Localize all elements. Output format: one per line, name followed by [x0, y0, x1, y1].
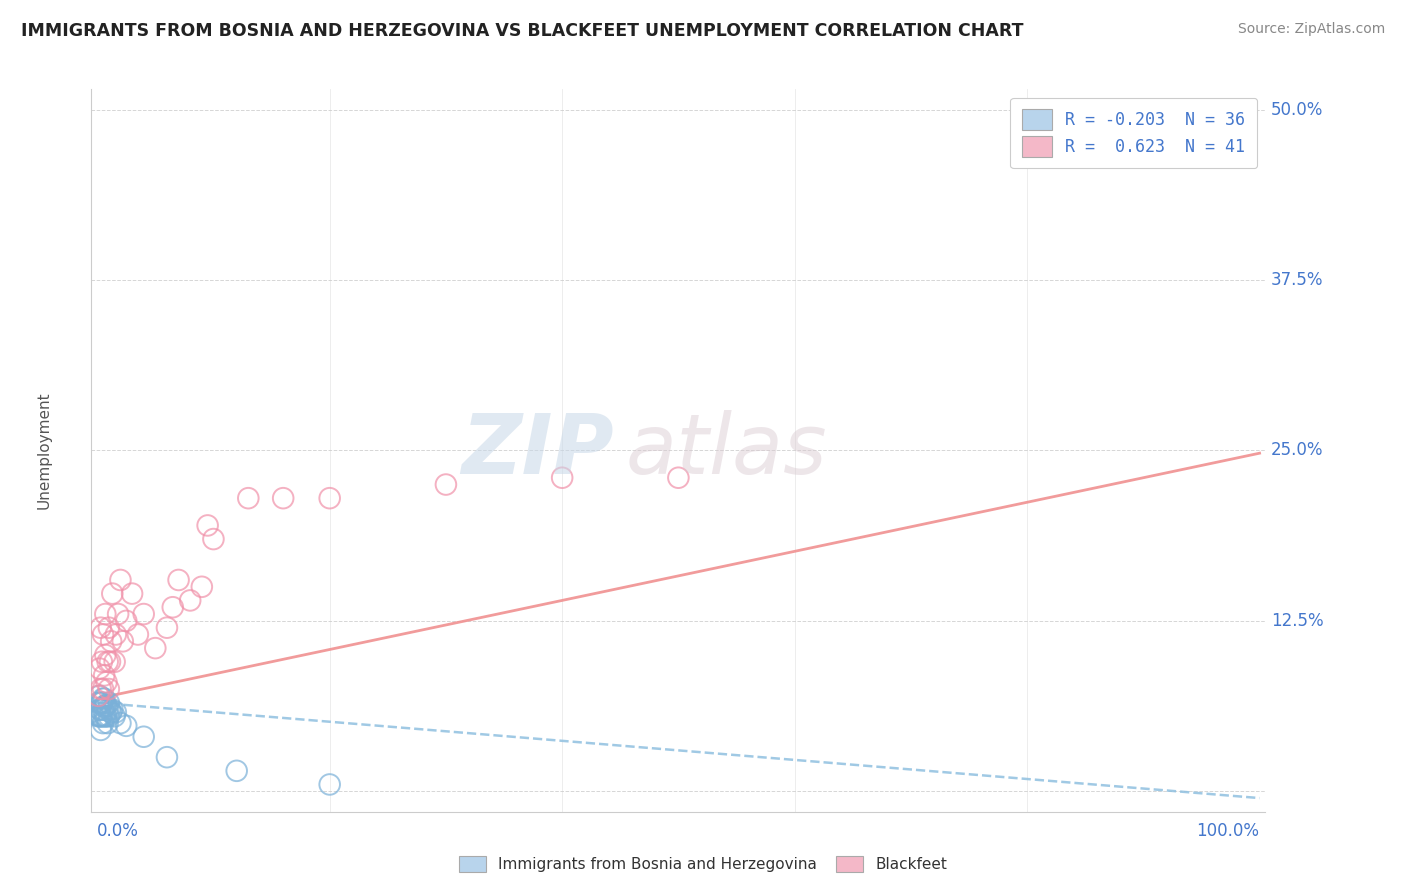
Point: [93, 668, 115, 682]
Point: [111, 634, 134, 648]
Point: [90, 702, 112, 716]
Text: Source: ZipAtlas.com: Source: ZipAtlas.com: [1237, 22, 1385, 37]
Text: 37.5%: 37.5%: [1271, 271, 1323, 289]
Point: [104, 705, 127, 719]
Point: [89, 702, 111, 716]
Point: [143, 641, 166, 656]
Point: [107, 607, 129, 621]
Point: [115, 719, 138, 733]
Point: [93, 709, 115, 723]
Point: [104, 627, 127, 641]
Point: [127, 627, 149, 641]
Text: IMMIGRANTS FROM BOSNIA AND HERZEGOVINA VS BLACKFEET UNEMPLOYMENT CORRELATION CHA: IMMIGRANTS FROM BOSNIA AND HERZEGOVINA V…: [21, 22, 1024, 40]
Point: [97, 655, 120, 669]
Point: [100, 705, 122, 719]
Point: [87, 696, 110, 710]
Point: [156, 621, 179, 635]
Point: [97, 709, 120, 723]
Point: [318, 777, 340, 791]
Point: [87, 709, 110, 723]
Point: [110, 716, 132, 731]
Point: [666, 471, 689, 485]
Point: [132, 730, 155, 744]
Point: [191, 580, 214, 594]
Point: [197, 518, 219, 533]
Point: [104, 655, 127, 669]
Point: [89, 662, 111, 676]
Point: [90, 696, 112, 710]
Point: [97, 716, 120, 731]
Point: [97, 681, 120, 696]
Point: [97, 702, 120, 716]
Point: [97, 696, 120, 710]
Point: [94, 709, 117, 723]
Point: [104, 709, 127, 723]
Point: [96, 709, 118, 723]
Point: [318, 491, 340, 505]
Text: Unemployment: Unemployment: [37, 392, 52, 509]
Point: [115, 614, 138, 628]
Point: [101, 586, 124, 600]
Point: [179, 593, 201, 607]
Point: [90, 709, 112, 723]
Text: 0.0%: 0.0%: [97, 822, 139, 840]
Point: [110, 573, 132, 587]
Point: [551, 471, 574, 485]
Point: [93, 691, 115, 706]
Text: 50.0%: 50.0%: [1271, 101, 1323, 119]
Point: [101, 702, 124, 716]
Point: [434, 477, 457, 491]
Legend: Immigrants from Bosnia and Herzegovina, Blackfeet: Immigrants from Bosnia and Herzegovina, …: [451, 848, 955, 880]
Point: [96, 675, 118, 690]
Text: 100.0%: 100.0%: [1197, 822, 1260, 840]
Point: [94, 698, 117, 713]
Point: [89, 709, 111, 723]
Point: [91, 691, 114, 706]
Point: [132, 607, 155, 621]
Point: [91, 702, 114, 716]
Point: [1156, 116, 1178, 130]
Point: [91, 681, 114, 696]
Point: [93, 699, 115, 714]
Text: 25.0%: 25.0%: [1271, 442, 1323, 459]
Point: [100, 634, 122, 648]
Point: [167, 573, 190, 587]
Point: [98, 655, 121, 669]
Text: ZIP: ZIP: [461, 410, 614, 491]
Point: [87, 689, 110, 703]
Point: [91, 627, 114, 641]
Point: [94, 648, 117, 662]
Point: [96, 698, 118, 713]
Legend: R = -0.203  N = 36, R =  0.623  N = 41: R = -0.203 N = 36, R = 0.623 N = 41: [1011, 97, 1257, 169]
Point: [90, 709, 112, 723]
Point: [162, 600, 184, 615]
Point: [90, 681, 112, 696]
Point: [98, 702, 121, 716]
Point: [90, 655, 112, 669]
Point: [238, 491, 260, 505]
Point: [97, 621, 120, 635]
Point: [89, 689, 111, 703]
Point: [94, 607, 117, 621]
Point: [271, 491, 294, 505]
Point: [90, 621, 112, 635]
Point: [225, 764, 247, 778]
Text: 12.5%: 12.5%: [1271, 612, 1323, 630]
Point: [90, 723, 112, 737]
Point: [91, 716, 114, 731]
Point: [90, 696, 112, 710]
Text: atlas: atlas: [626, 410, 827, 491]
Point: [121, 586, 143, 600]
Point: [202, 532, 225, 546]
Point: [156, 750, 179, 764]
